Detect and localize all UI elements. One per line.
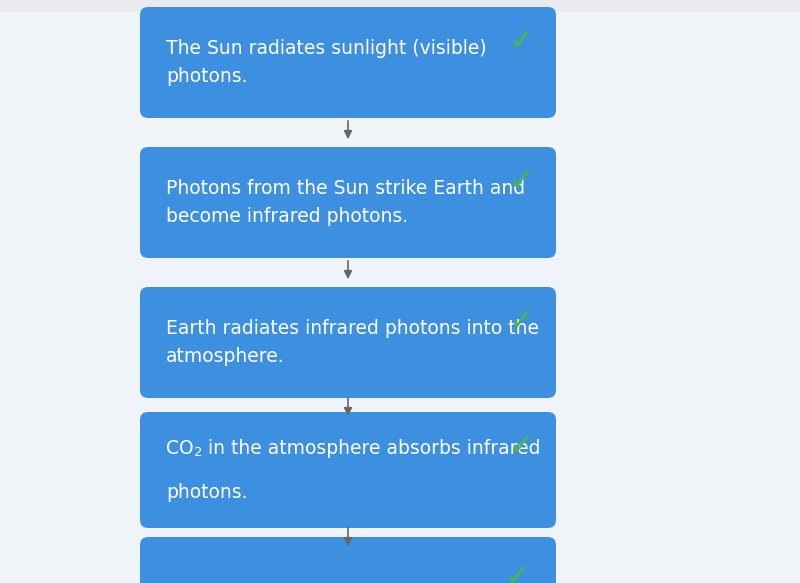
Text: CO: CO [166, 438, 194, 458]
FancyBboxPatch shape [140, 412, 556, 528]
Text: ✓: ✓ [509, 307, 534, 336]
Text: ✓: ✓ [509, 27, 534, 56]
Bar [0, 0, 800, 12]
Text: Photons from the Sun strike Earth and
become infrared photons.: Photons from the Sun strike Earth and be… [166, 179, 525, 226]
Text: The Sun radiates sunlight (visible)
photons.: The Sun radiates sunlight (visible) phot… [166, 39, 486, 86]
Text: photons.: photons. [166, 483, 247, 501]
FancyBboxPatch shape [140, 287, 556, 398]
Text: ✓: ✓ [505, 563, 530, 583]
Text: in the atmosphere absorbs infrared: in the atmosphere absorbs infrared [202, 438, 541, 458]
FancyBboxPatch shape [140, 7, 556, 118]
Text: Earth radiates infrared photons into the
atmosphere.: Earth radiates infrared photons into the… [166, 319, 539, 366]
Text: ✓: ✓ [509, 432, 534, 461]
Text: 2: 2 [194, 445, 202, 458]
FancyBboxPatch shape [140, 147, 556, 258]
FancyBboxPatch shape [140, 537, 556, 583]
Text: ✓: ✓ [509, 167, 534, 196]
